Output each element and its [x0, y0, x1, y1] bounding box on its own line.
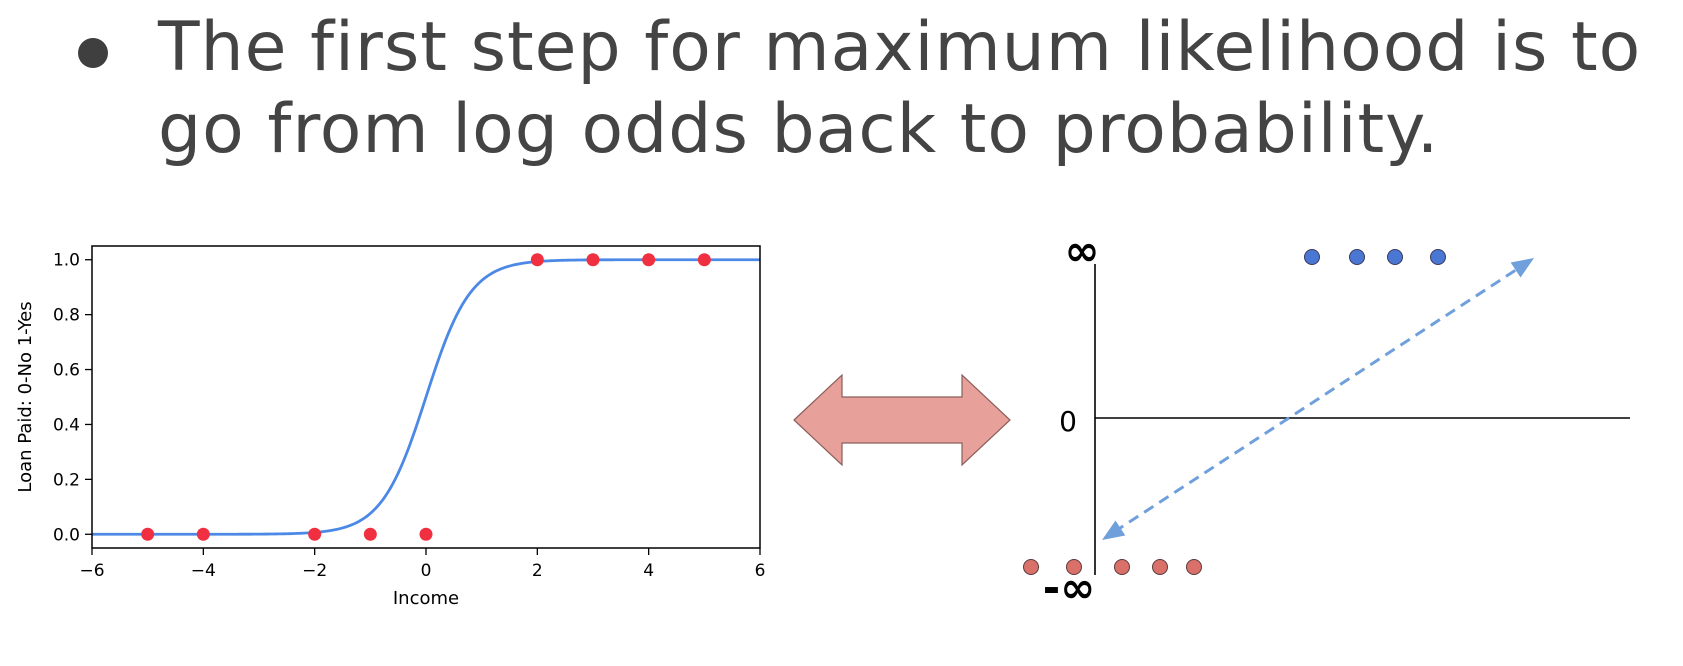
y-tick-label: 0.4 — [53, 415, 80, 435]
y-tick-label: 0.2 — [53, 470, 80, 490]
log-odds-chart: ∞0-∞ — [1023, 226, 1630, 612]
x-tick-label: 2 — [532, 561, 543, 581]
top-point — [1387, 249, 1403, 265]
y-tick-label: 0.0 — [53, 525, 80, 545]
data-point — [419, 527, 433, 541]
top-point — [1349, 249, 1365, 265]
x-tick-label: −4 — [191, 561, 216, 581]
x-tick-label: 6 — [755, 561, 766, 581]
title-line-2: go from log odds back to probability. — [158, 90, 1440, 169]
logistic-curve — [92, 258, 760, 536]
zero-label: 0 — [1059, 405, 1077, 438]
y-tick-label: 1.0 — [53, 251, 80, 271]
bottom-point — [1066, 559, 1082, 575]
data-point — [141, 527, 155, 541]
data-point — [196, 527, 210, 541]
x-tick-label: 0 — [421, 561, 432, 581]
y-tick-label: 0.6 — [53, 361, 80, 381]
data-point — [308, 527, 322, 541]
data-point — [363, 527, 377, 541]
top-point — [1430, 249, 1446, 265]
data-point — [530, 253, 544, 267]
dashed-line — [1113, 264, 1523, 534]
bottom-point — [1023, 559, 1039, 575]
bottom-point — [1152, 559, 1168, 575]
x-tick-label: 4 — [643, 561, 654, 581]
double-arrow-icon — [793, 373, 1011, 467]
bottom-point — [1186, 559, 1202, 575]
double-arrow-shape — [793, 373, 1011, 467]
infinity-label: ∞ — [1065, 226, 1100, 275]
y-tick-label: 0.8 — [53, 306, 80, 326]
bullet-dot — [78, 38, 108, 68]
x-tick-label: −2 — [302, 561, 327, 581]
data-point — [642, 253, 656, 267]
y-axis-label: Loan Paid: 0-No 1-Yes — [15, 301, 36, 492]
x-tick-label: −6 — [79, 561, 104, 581]
title-line-1: The first step for maximum likelihood is… — [158, 8, 1642, 87]
bottom-point — [1114, 559, 1130, 575]
top-point — [1304, 249, 1320, 265]
x-axis-label: Income — [393, 588, 459, 609]
data-point — [586, 253, 600, 267]
arrowhead-top — [1510, 258, 1534, 278]
logistic-chart: −6 −4 −2 0 2 4 6 0.0 0.2 0.4 0.6 0.8 1.0 Income Loan P… — [15, 245, 765, 609]
arrowhead-bottom — [1102, 520, 1126, 540]
data-point — [697, 253, 711, 267]
